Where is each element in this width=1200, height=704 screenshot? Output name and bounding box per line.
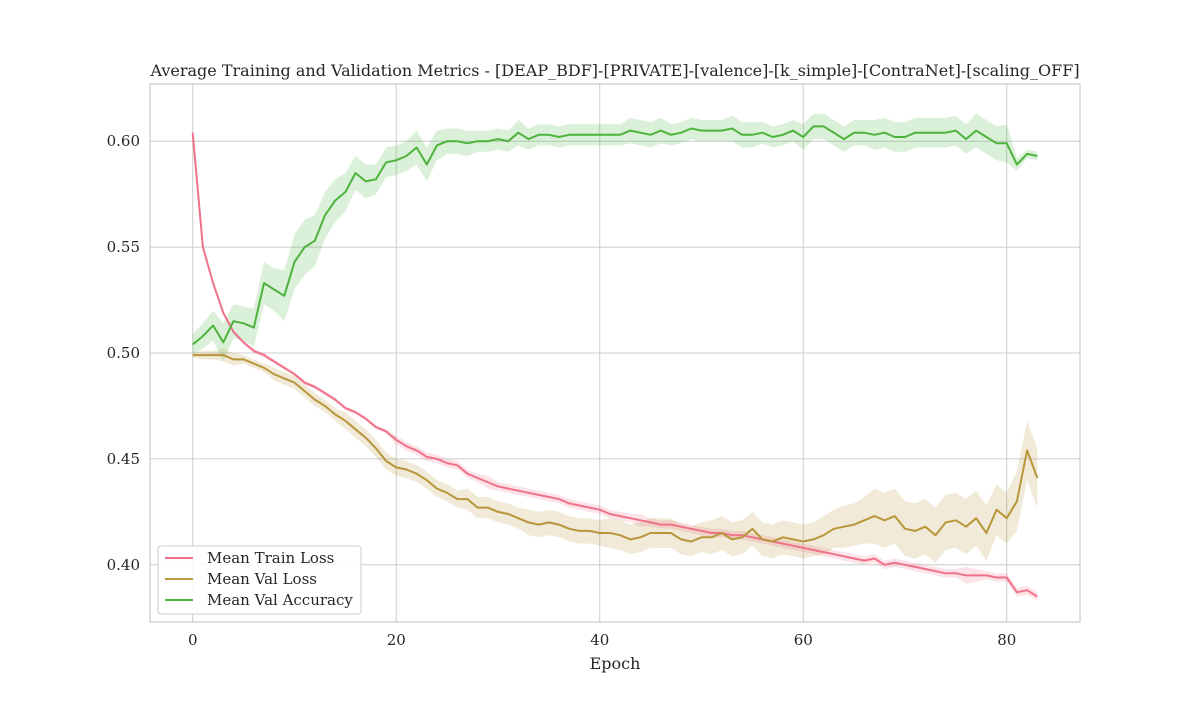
- legend-item: Mean Train Loss: [165, 549, 334, 567]
- legend-box: [157, 545, 362, 615]
- legend-item: Mean Val Accuracy: [165, 591, 353, 609]
- tick-labels: 0 20 40 60 80 0.40 0.45 0.50 0.55 0.60: [107, 132, 1017, 649]
- series-line-1: [192, 354, 1039, 543]
- series-line-2: [192, 125, 1038, 346]
- legend-label: Mean Val Accuracy: [207, 591, 353, 609]
- plot-frame: [149, 83, 1081, 623]
- x-tick-label: 20: [387, 631, 406, 649]
- y-tick-label: 0.45: [107, 450, 140, 468]
- confidence-bands: [192, 113, 1038, 601]
- x-tick-label: 60: [794, 631, 813, 649]
- confidence-band-1: [192, 348, 1038, 563]
- legend: Mean Train Loss Mean Val Loss Mean Val Acc…: [157, 545, 362, 615]
- y-tick-label: 0.40: [107, 556, 140, 574]
- series-lines: [191, 125, 1039, 598]
- x-axis-label: Epoch: [590, 654, 641, 673]
- y-tick-label: 0.60: [107, 132, 140, 150]
- x-tick-label: 40: [590, 631, 609, 649]
- x-tick-label: 0: [188, 631, 198, 649]
- legend-label: Mean Val Loss: [207, 570, 317, 588]
- legend-item: Mean Val Loss: [165, 570, 317, 588]
- series-line-0: [191, 132, 1038, 598]
- x-tick-label: 80: [997, 631, 1016, 649]
- chart-title: Average Training and Validation Metrics …: [149, 61, 1079, 80]
- y-tick-label: 0.55: [107, 238, 140, 256]
- legend-items: Mean Train Loss Mean Val Loss Mean Val Acc…: [165, 549, 353, 609]
- y-tick-label: 0.50: [107, 344, 140, 362]
- confidence-band-2: [192, 113, 1038, 362]
- legend-label: Mean Train Loss: [207, 549, 334, 567]
